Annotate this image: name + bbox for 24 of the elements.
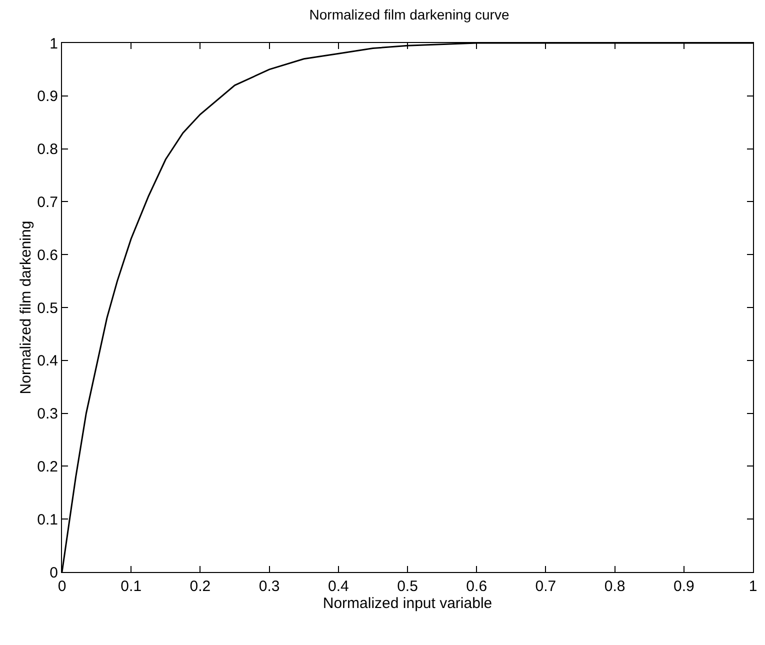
y-tick-label: 0.4 <box>37 352 58 370</box>
y-tick-label: 0.3 <box>37 406 58 423</box>
y-tick-label: 0.6 <box>37 246 58 264</box>
x-tick-label: 0.3 <box>258 578 280 595</box>
x-tick-label: 0.6 <box>466 578 488 595</box>
y-axis-title: Normalized film darkening <box>17 220 34 394</box>
y-tick-label: 0.5 <box>37 300 58 317</box>
x-tick-label: 0.8 <box>604 578 626 595</box>
x-tick-label: 0.5 <box>397 578 418 595</box>
x-tick-label: 0.1 <box>120 578 142 595</box>
x-axis-title: Normalized input variable <box>322 595 492 612</box>
x-tick-label: 0.9 <box>673 578 694 595</box>
y-tick-label: 1 <box>50 35 58 52</box>
x-tick-label: 0.7 <box>535 578 556 595</box>
y-tick-label: 0.9 <box>37 88 58 106</box>
y-tick-label: 0 <box>50 564 58 582</box>
chart-title: Normalized film darkening curve <box>309 6 510 22</box>
x-tick-label: 0.2 <box>190 578 211 595</box>
x-tick-label: 1 <box>748 578 758 595</box>
y-tick-label: 0.8 <box>37 141 58 158</box>
x-tick-label: 0.4 <box>328 578 349 595</box>
y-tick-label: 0.7 <box>37 194 58 211</box>
y-tick-label: 0.2 <box>37 458 58 476</box>
y-tick-label: 0.1 <box>37 511 58 528</box>
